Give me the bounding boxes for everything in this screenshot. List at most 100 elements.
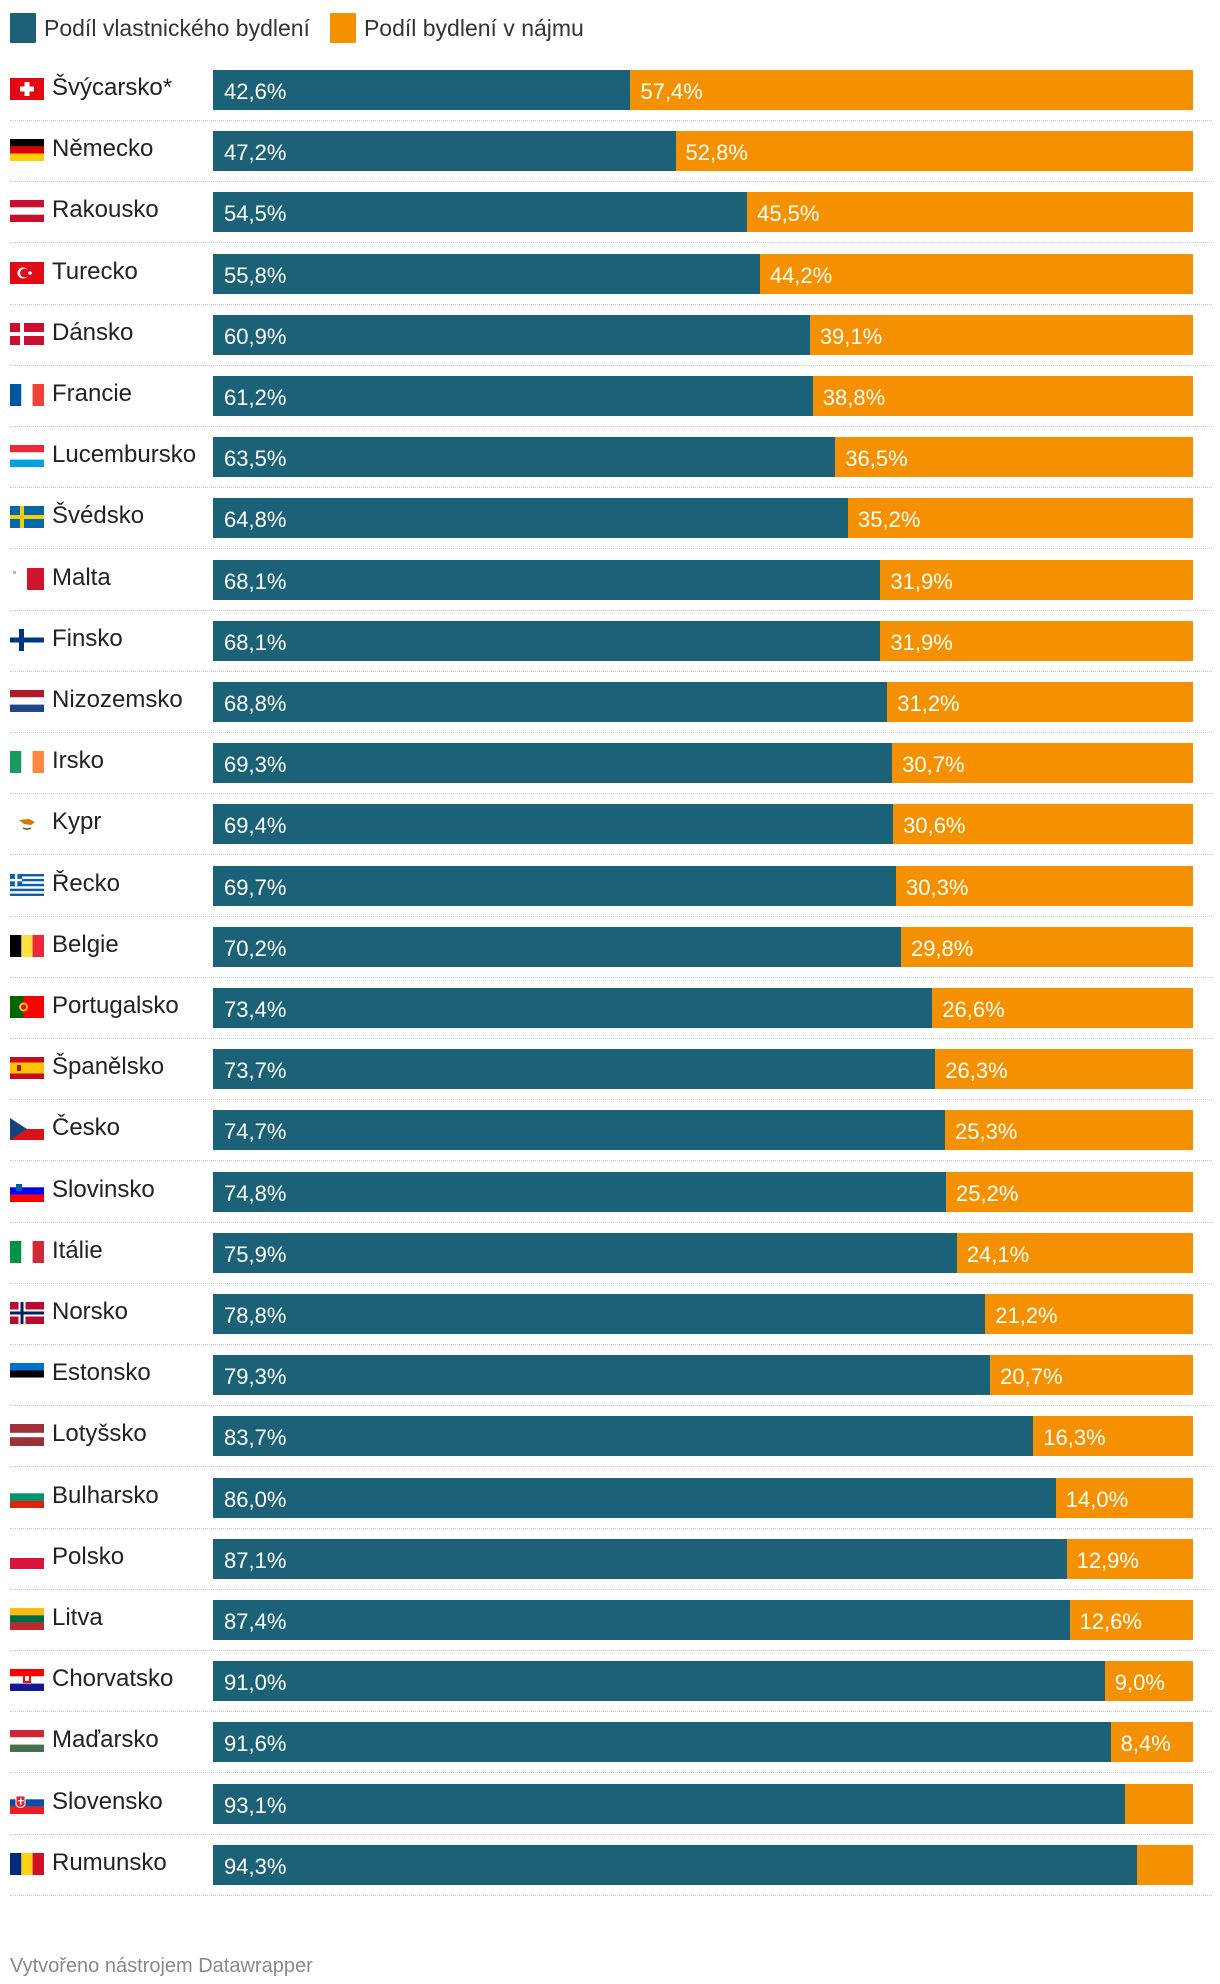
flag-icon-es [10,1057,44,1080]
country-label: Rakousko [52,196,159,224]
flag-icon-gr [10,873,44,896]
row-divider [10,915,1212,917]
flag-icon-nl [10,690,44,712]
flag-icon-ie [10,751,44,774]
country-label: Itálie [52,1236,103,1264]
flag-icon-pt [10,996,44,1018]
row-divider [10,548,1212,550]
bar-owner [213,131,676,172]
country-label: Litva [52,1604,103,1631]
row-divider [10,1221,1212,1223]
bar-rent [1069,1600,1193,1640]
bar-row: Švédsko 64,8% 35,2% [0,486,1220,550]
bar-owner [213,1110,946,1151]
bar-owner [213,437,836,478]
country-label: Finsko [52,624,123,652]
row-divider [10,1527,1212,1529]
bar-row: Česko 74,7% 25,3% [0,1098,1220,1162]
bar-row: Slovensko 93,1% [0,1772,1220,1835]
bar-rent [809,314,1193,355]
bar-owner [213,620,881,661]
bar-owner [213,192,748,233]
bar-label-owner: 54,5% [224,201,287,227]
bar-rent [848,498,1193,539]
bar-label-rent: 16,3% [1043,1425,1106,1451]
legend-item-rent: Podíl bydlení v nájmu [329,13,584,43]
row-divider [10,1099,1212,1101]
bar-rent [812,376,1193,416]
country-label: Chorvatsko [52,1665,174,1693]
bar-row: Lotyšsko 83,7% 16,3% [0,1404,1220,1468]
bar-label-rent: 44,2% [769,262,833,288]
bar-label-rent: 26,6% [942,997,1005,1022]
bar-rent [835,437,1193,478]
bar-label-rent: 31,2% [897,691,960,716]
country-label: Španělsko [52,1053,165,1081]
bar-label-owner: 73,7% [224,1058,287,1084]
legend-label-rent: Podíl bydlení v nájmu [363,14,584,41]
flag-icon-be [10,934,44,957]
bar-row: Chorvatsko 91,0% 9,0% [0,1649,1220,1713]
bar-label-rent: 52,8% [685,140,748,166]
flag-icon-ch [10,78,44,100]
bar-owner [213,253,760,294]
row-divider [10,364,1212,366]
bar-label-owner: 42,6% [224,79,287,104]
bar-row: Francie 61,2% 38,8% [0,364,1220,427]
country-label: Rumunsko [52,1848,167,1876]
bar-label-owner: 68,1% [224,568,287,594]
bar-owner [213,1049,936,1090]
flag-icon-fr [10,384,44,406]
bar-owner [213,314,810,355]
bar-rent [945,1110,1193,1151]
bar-owner [213,1600,1070,1640]
bar-row: Švýcarsko* 42,6% 57,4% [0,58,1220,121]
country-label: Malta [52,563,111,591]
bar-label-rent: 12,6% [1079,1609,1142,1634]
bar-label-owner: 75,9% [224,1241,287,1267]
bar-label-rent: 45,5% [757,201,820,227]
country-label: Belgie [52,930,119,958]
row-divider [10,1588,1212,1590]
row-divider [10,793,1212,795]
bar-rent [1033,1416,1193,1457]
bar-owner [213,1355,991,1396]
bar-rent [893,804,1193,845]
bar-owner [213,1294,986,1334]
bar-label-owner: 55,8% [224,262,287,288]
country-label: Estonsko [52,1359,151,1387]
bar-label-rent: 25,2% [956,1180,1019,1206]
country-label: Lotyšsko [52,1420,147,1448]
bar-row: Portugalsko 73,4% 26,6% [0,976,1220,1039]
bar-rent [935,1049,1193,1090]
flag-icon-it [10,1240,44,1263]
flag-icon-de [10,139,44,162]
flag-icon-hr [10,1669,44,1692]
flag-icon-cy [10,812,44,835]
bar-rent [896,865,1193,906]
bar-label-owner: 93,1% [224,1792,287,1818]
bar-owner [213,1232,957,1273]
country-label: Bulharsko [52,1481,159,1509]
legend-item-owner: Podíl vlastnického bydlení [10,13,310,43]
flag-icon-lu [10,445,44,468]
bar-label-rent: 29,8% [910,935,974,961]
bar-label-rent: 8,4% [1120,1731,1171,1757]
bar-owner [213,559,881,600]
country-label: Lucembursko [52,441,197,469]
row-divider [10,976,1212,978]
bar-label-rent: 38,8% [822,385,886,410]
country-label: Slovinsko [52,1175,155,1203]
bar-label-rent: 26,3% [945,1058,1008,1084]
bar-label-owner: 91,6% [224,1731,287,1757]
flag-icon-no [10,1302,44,1324]
bar-owner [213,804,894,845]
country-label: Irsko [52,747,105,775]
bar-label-rent: 36,5% [845,446,908,472]
bar-label-owner: 68,8% [224,691,287,716]
bar-row: Finsko 68,1% 31,9% [0,609,1220,672]
bar-rent [1055,1477,1193,1518]
bar-rent [1104,1661,1193,1702]
bar-row: Německo 47,2% 52,8% [0,119,1220,183]
